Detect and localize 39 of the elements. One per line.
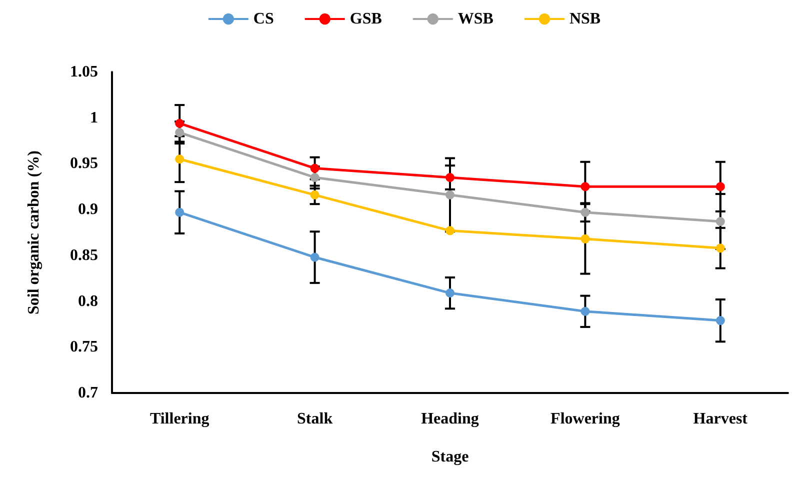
x-tick-label: Heading: [421, 410, 479, 428]
legend-label: GSB: [350, 10, 382, 28]
point: [716, 182, 725, 192]
point: [310, 164, 320, 173]
point: [446, 226, 454, 236]
x-tick-label: Harvest: [693, 410, 748, 428]
point: [580, 208, 590, 217]
x-axis-title: Stage: [431, 448, 469, 466]
y-tick-label: 0.7: [78, 384, 98, 402]
point: [175, 118, 184, 128]
point: [446, 172, 454, 182]
point: [580, 306, 590, 316]
y-tick-label: 0.9: [78, 201, 98, 218]
point: [175, 154, 184, 164]
y-tick-label: 0.75: [70, 338, 98, 356]
x-tick-label: Stalk: [297, 410, 333, 428]
point: [446, 190, 454, 200]
y-tick-label: 0.95: [70, 155, 98, 172]
y-axis-title: Soil organic carbon (%): [26, 150, 42, 314]
point: [310, 172, 320, 182]
point: [446, 288, 454, 298]
point: [716, 216, 725, 226]
legend-label: CS: [253, 10, 274, 28]
y-tick-label: 1.05: [70, 64, 98, 80]
y-tick-label: 0.8: [78, 292, 98, 310]
legend-label: NSB: [569, 10, 601, 28]
y-tick-label: 0.85: [70, 246, 98, 264]
point: [716, 316, 725, 326]
point: [716, 244, 725, 253]
x-tick-label: Flowering: [550, 410, 620, 428]
point: [175, 128, 184, 138]
point: [580, 182, 590, 192]
point: [580, 234, 590, 244]
y-tick-label: 1: [90, 109, 98, 126]
point: [310, 252, 320, 262]
legend-label: WSB: [458, 10, 494, 28]
x-tick-label: Tillering: [150, 410, 210, 428]
point: [310, 190, 320, 200]
point: [175, 208, 184, 217]
